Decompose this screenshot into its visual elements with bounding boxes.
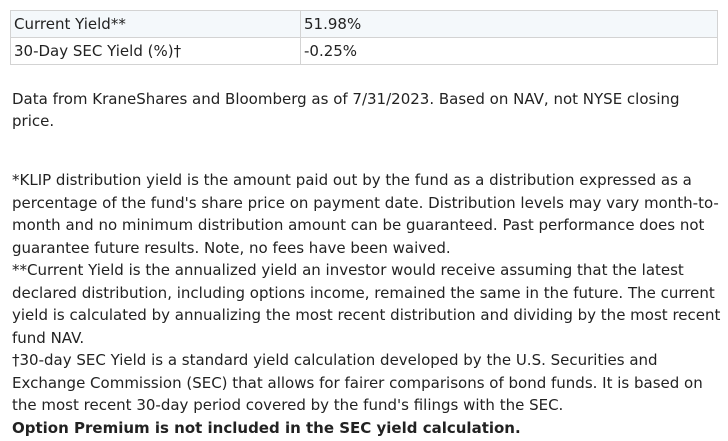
sec-yield-value: -0.25%	[300, 37, 718, 65]
data-source-note: Data from KraneShares and Bloomberg as o…	[12, 90, 680, 130]
table-row: 30-Day SEC Yield (%)† -0.25%	[10, 37, 718, 65]
footnote-option-premium: Option Premium is not included in the SE…	[12, 418, 521, 437]
yield-table: Current Yield** 51.98% 30-Day SEC Yield …	[10, 10, 718, 65]
current-yield-label: Current Yield**	[10, 10, 301, 38]
table-row: Current Yield** 51.98%	[10, 10, 718, 38]
footnote-sec-yield: †30-day SEC Yield is a standard yield ca…	[12, 351, 703, 414]
current-yield-value: 51.98%	[300, 10, 718, 38]
sec-yield-label: 30-Day SEC Yield (%)†	[10, 37, 301, 65]
footnote-distribution-yield: *KLIP distribution yield is the amount p…	[12, 171, 719, 257]
footnotes: *KLIP distribution yield is the amount p…	[12, 169, 722, 439]
footnote-current-yield: **Current Yield is the annualized yield …	[12, 261, 721, 347]
